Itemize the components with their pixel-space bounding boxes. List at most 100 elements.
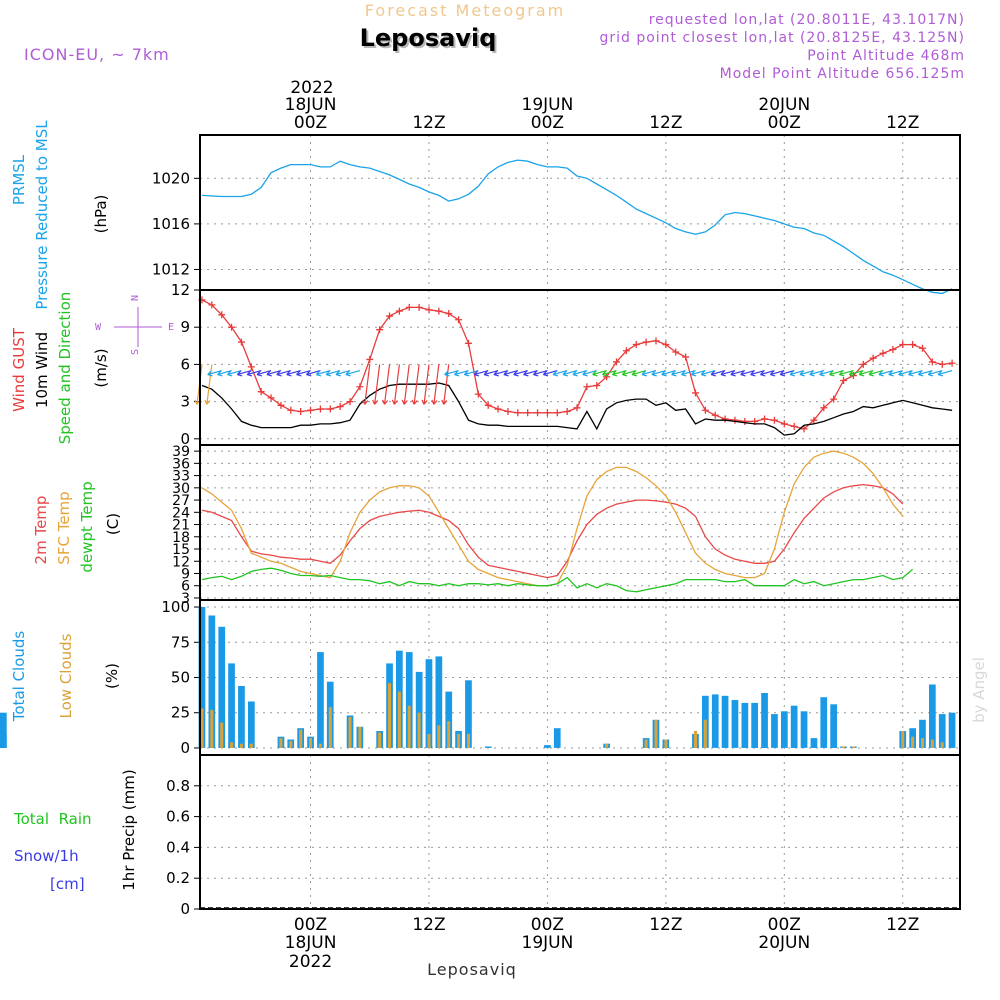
gust-marker <box>415 303 423 311</box>
wind-ytick-label: 6 <box>180 355 190 373</box>
gust-marker <box>524 409 532 417</box>
low-cloud-bar <box>220 722 224 748</box>
gust-marker <box>899 341 907 349</box>
total-cloud-bar <box>919 719 926 748</box>
gust-marker <box>484 401 492 409</box>
total-cloud-bar <box>415 671 423 748</box>
low-cloud-bar <box>427 733 431 748</box>
wind-arrow <box>217 370 232 377</box>
2m-temp-line <box>201 483 904 579</box>
wind-arrow <box>532 370 548 377</box>
gust-marker <box>563 408 571 416</box>
gust-marker <box>711 411 719 419</box>
wind-arrow <box>266 370 282 377</box>
total-cloud-bar <box>711 694 719 748</box>
low-cloud-bar <box>467 733 470 748</box>
total-cloud-bar <box>731 700 739 748</box>
low-cloud-bar <box>940 742 944 748</box>
low-cloud-bar <box>901 731 905 748</box>
pressure-ytick-label: 1016 <box>152 215 190 233</box>
gust-marker <box>682 353 690 361</box>
precip-ytick-label: 0.6 <box>166 808 190 826</box>
total-cloud-bar <box>790 705 798 748</box>
wind-arrow <box>937 370 953 377</box>
temp-unit: (C) <box>104 513 122 535</box>
wind-arrow <box>325 370 341 377</box>
wind-arrow <box>542 370 558 377</box>
wind-frame <box>199 289 961 446</box>
wind-arrow <box>523 370 538 377</box>
wind-arrow <box>908 370 923 377</box>
precip-ytick-label: 0.4 <box>166 838 190 856</box>
wind-arrow <box>789 370 805 377</box>
wind-arrow <box>483 370 499 377</box>
total-cloud-bar <box>425 659 433 748</box>
wind-arrow <box>305 370 321 377</box>
wind-arrow <box>372 364 381 405</box>
total-cloud-bar <box>938 714 946 748</box>
top-day-label: 18JUN <box>285 95 337 115</box>
wind-arrow <box>391 364 400 405</box>
gust-marker <box>287 406 295 414</box>
low-clouds-label: Low Clouds <box>57 633 75 718</box>
location-title-shadow: Leposaviq <box>362 26 499 54</box>
temp-ytick-label: 21 <box>172 518 190 534</box>
gust-marker <box>790 422 798 430</box>
total-cloud-bar <box>484 746 492 748</box>
wind-arrow <box>730 370 745 377</box>
total-cloud-bar <box>198 607 206 748</box>
gust-marker <box>928 358 936 366</box>
total-cloud-bar <box>435 656 443 748</box>
wind-arrow <box>286 370 301 377</box>
sfc-temp-label: SFC Temp <box>55 491 73 564</box>
sfc-temp-line <box>201 450 904 587</box>
wind-arrow <box>750 370 765 377</box>
wind-arrow <box>582 370 597 377</box>
gust-marker <box>830 395 838 403</box>
wind-arrow <box>760 370 775 377</box>
gust-marker <box>859 360 867 368</box>
prmsl-line <box>201 159 953 295</box>
gust-marker <box>672 348 680 356</box>
gust-marker <box>701 406 709 414</box>
gust-marker <box>652 337 660 345</box>
top-time-label: 12Z <box>412 113 445 133</box>
wind-arrow <box>641 370 657 377</box>
gust-label: Wind GUST <box>10 327 28 412</box>
low-cloud-bar <box>842 746 845 748</box>
location-title: Leposaviq <box>360 24 497 52</box>
wind-arrow <box>611 370 627 377</box>
temp-ytick-label: 24 <box>172 505 190 521</box>
temp-ytick-label: 30 <box>172 481 190 497</box>
low-cloud-bar <box>358 726 362 748</box>
low-cloud-bar <box>318 743 322 748</box>
total-cloud-bar <box>721 695 729 748</box>
gust-marker <box>257 388 265 396</box>
pressure-unit: (hPa) <box>92 195 110 234</box>
clouds-ytick-label: 0 <box>180 739 190 757</box>
wind-arrow <box>858 370 874 377</box>
gust-marker <box>840 377 848 385</box>
wind-arrow <box>562 370 578 377</box>
low-cloud-bar <box>605 743 609 748</box>
gust-marker <box>297 408 305 416</box>
wind-arrow <box>207 370 222 377</box>
wind-arrow <box>848 370 864 377</box>
rain-label: Total Rain <box>13 810 92 828</box>
temp-ytick-label: 15 <box>172 542 190 558</box>
wind-arrow <box>401 364 410 405</box>
top-time-label: 00Z <box>294 113 327 133</box>
wind-arrow <box>431 364 440 405</box>
wind-arrow <box>888 370 903 377</box>
total-cloud-bar <box>445 691 453 748</box>
total-cloud-bar <box>238 686 245 748</box>
low-cloud-bar <box>703 719 707 748</box>
gust-marker <box>425 306 433 314</box>
clouds-ytick-label: 25 <box>171 704 190 722</box>
compass-east: E <box>168 322 174 333</box>
low-cloud-bar <box>930 739 934 748</box>
wind-arrow <box>661 370 676 377</box>
total-cloud-bar <box>820 697 828 748</box>
